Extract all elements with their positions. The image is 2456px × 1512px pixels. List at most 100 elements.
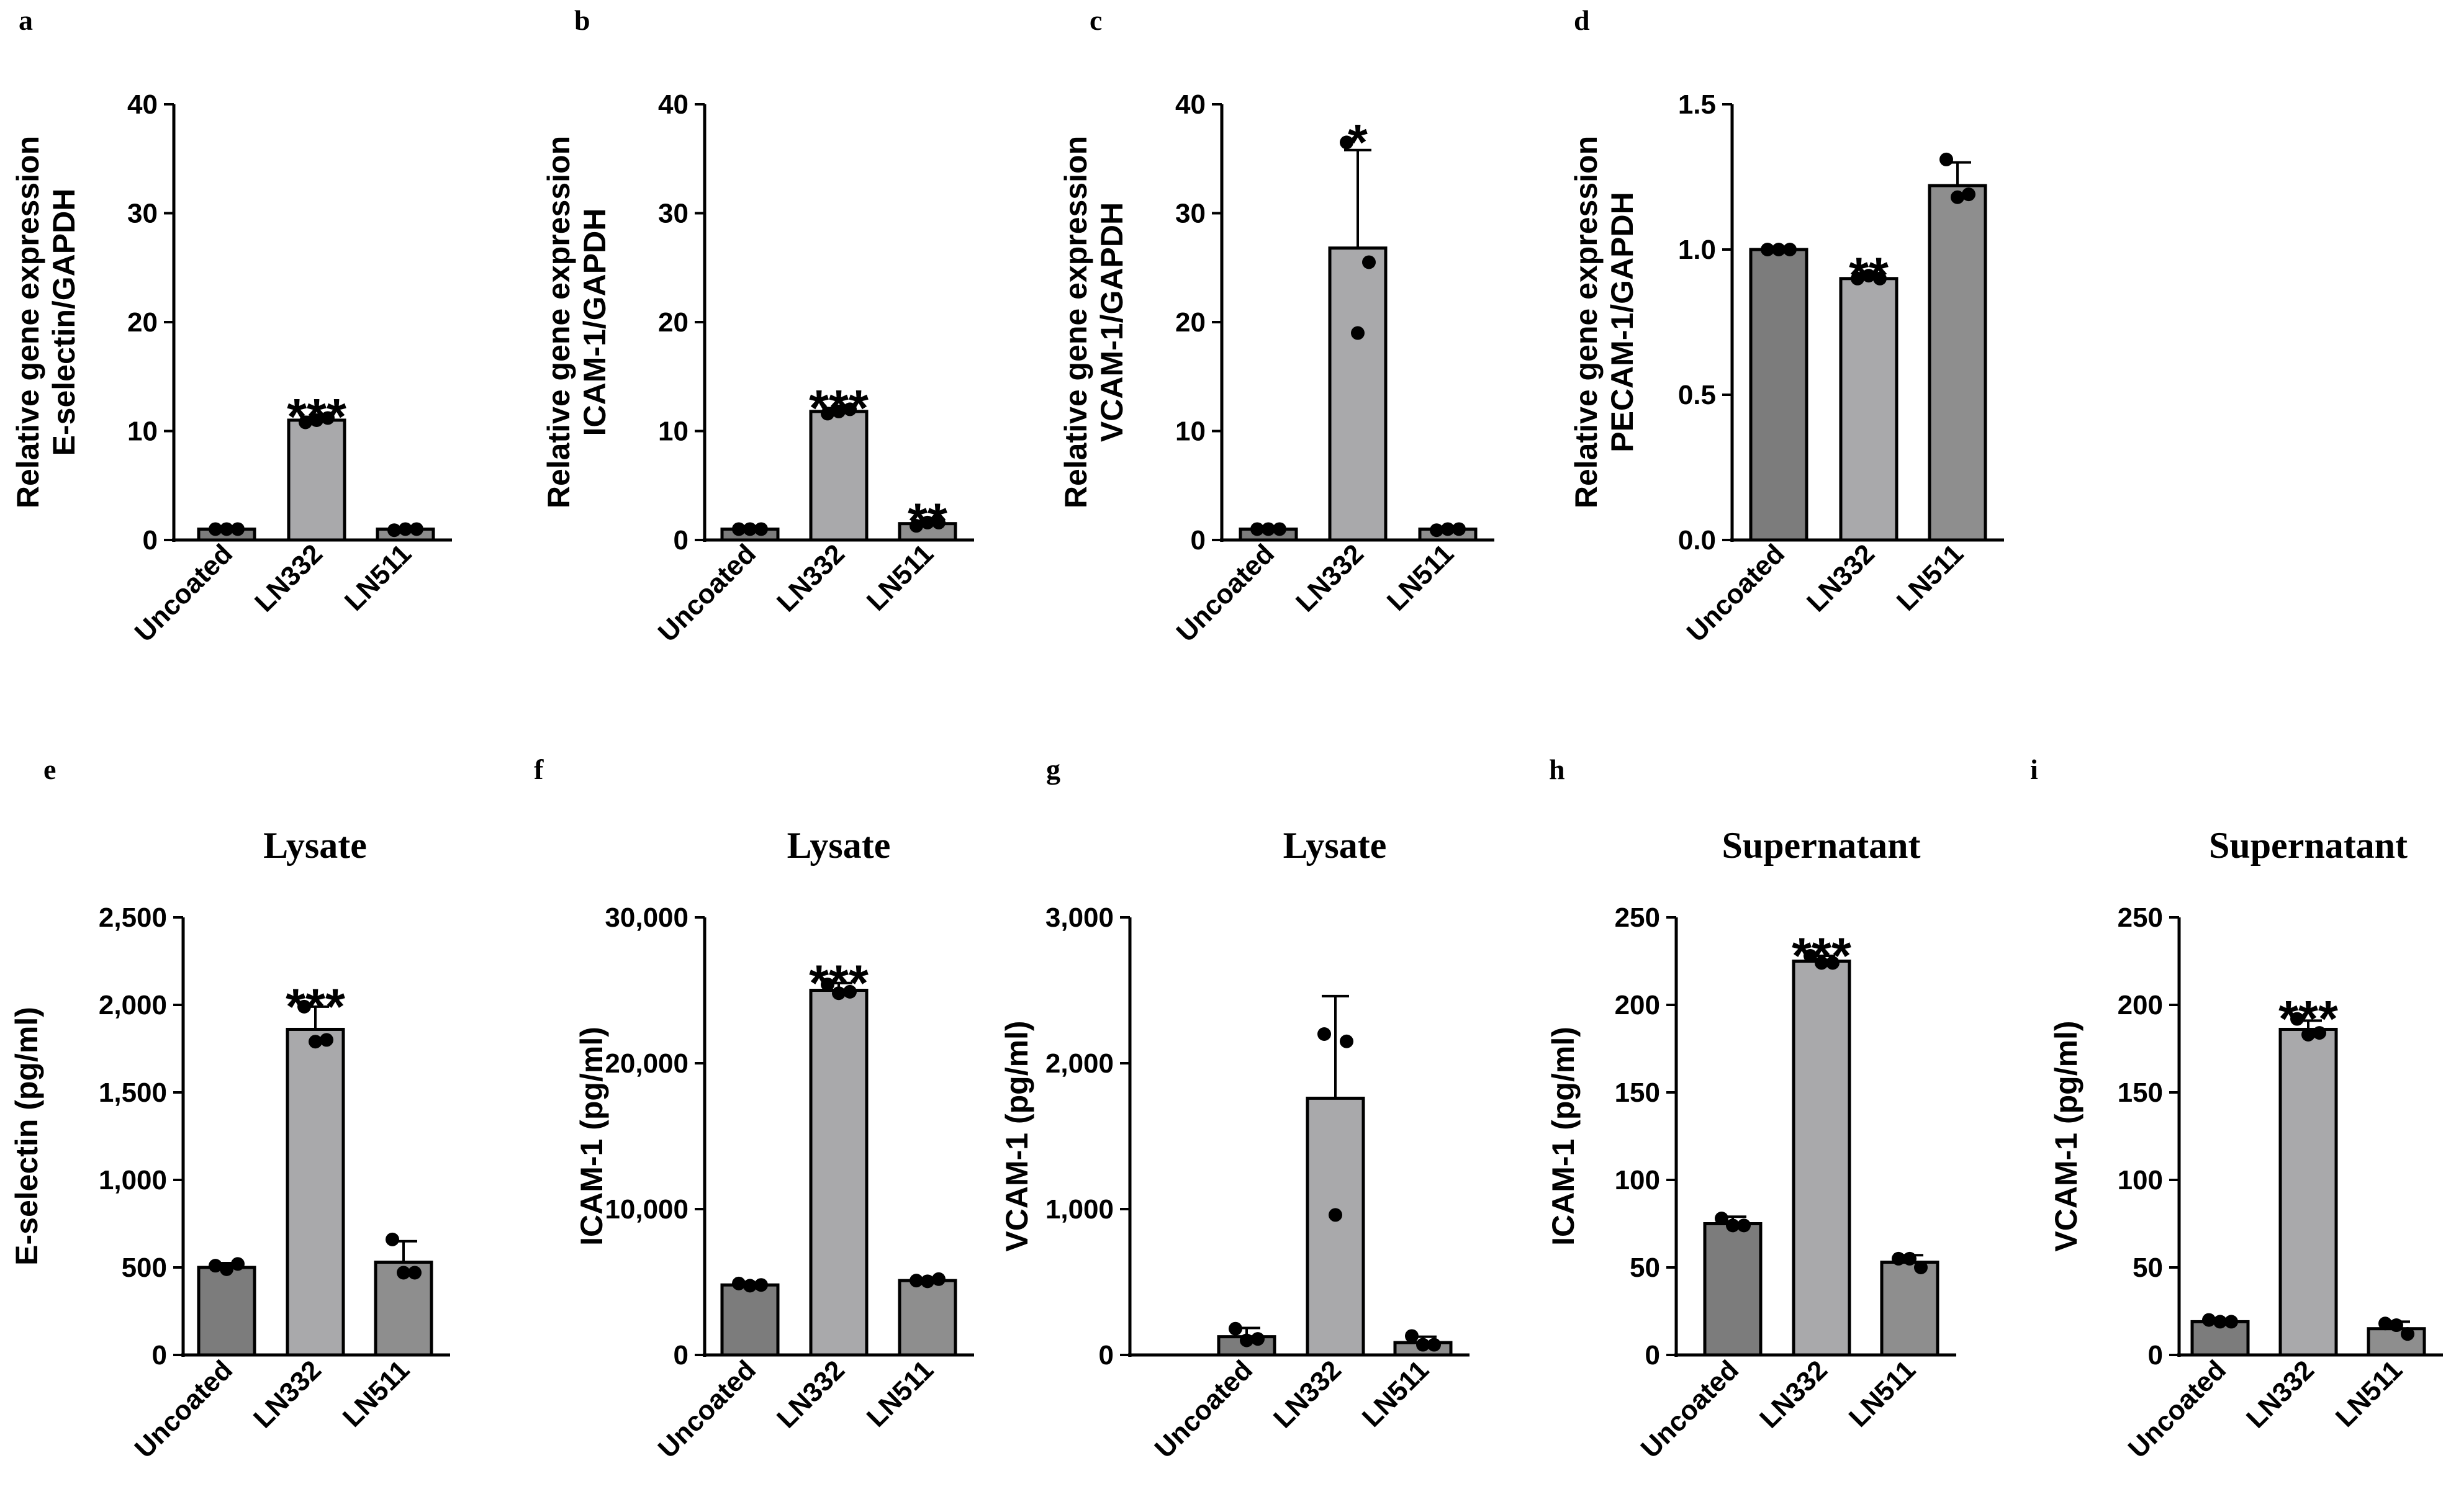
y-tick-label: 30 [658,199,688,229]
y-axis-label: Relative gene expression [1059,136,1093,508]
category-label: LN332 [1754,1354,1833,1434]
y-tick-label: 1.0 [1678,235,1716,265]
data-point [1903,1251,1916,1266]
chart-panel-i: i Supernatant 0 50 100 150 200 250 VCAM-1 (pg/ml… [2030,754,2443,1464]
panel-letter: g [1046,754,1060,785]
data-point [910,519,923,533]
data-point [732,522,746,536]
data-point [2202,1313,2216,1327]
category-label: LN511 [861,1354,939,1433]
category-label: LN511 [2330,1354,2408,1433]
data-point [1962,187,1975,202]
category-label: LN511 [337,1354,415,1433]
data-point [1862,269,1876,283]
significance-marker: *** [2278,991,2338,1048]
data-point [297,999,311,1014]
category-label: LN332 [771,1354,851,1434]
data-point [399,522,412,536]
chart-panel-a: a 0 10 20 30 40 Relative gene expression E-sele… [11,4,452,648]
y-tick-label: 150 [1615,1078,1660,1108]
y-axis-label: Relative gene expression [541,136,576,508]
data-point [1939,152,1953,166]
panel-letter: i [2030,754,2038,785]
data-point [754,1278,768,1292]
y-axis-label: Relative gene expression [11,136,45,508]
y-tick-label: 250 [1615,902,1660,933]
data-point [309,1035,322,1049]
y-tick-label: 20 [1175,307,1206,338]
panel-letter: f [534,754,544,785]
y-tick-label: 40 [658,89,688,120]
data-point [231,522,245,536]
bar-ln332 [287,418,346,542]
data-point [231,1257,245,1271]
bar-ln332 [809,410,869,542]
y-axis-label: E-selectin (pg/ml) [9,1007,44,1266]
data-point [387,523,401,538]
data-point [1416,1338,1430,1352]
y-tick-label: 10 [1175,416,1206,447]
chart-panel-d: d 0.0 0.5 1.0 1.5 Relative gene expression PEC… [1569,4,2004,648]
y-axis-label: VCAM-1 (pg/ml) [2049,1020,2084,1251]
y-tick-label: 10 [658,416,688,447]
category-label: Uncoated [129,1354,238,1464]
category-label: Uncoated [2123,1354,2232,1464]
data-point [743,1279,757,1293]
category-label: LN511 [339,538,417,616]
y-tick-label: 1.5 [1678,89,1716,120]
y-tick-label: 200 [1615,990,1660,1020]
data-point [1815,956,1828,970]
data-point [1804,949,1817,963]
bar-ln332 [286,1027,345,1357]
data-point [1726,1218,1740,1233]
significance-marker: *** [809,380,869,437]
y-tick-label: 50 [2133,1253,2163,1283]
data-point [1452,522,1466,536]
y-axis-label: ICAM-1 (pg/ml) [574,1027,609,1246]
significance-marker: *** [1792,928,1851,984]
data-point [932,1272,946,1286]
data-point [932,515,946,529]
y-tick-label: 0 [152,1340,167,1370]
y-tick-label: 0 [1191,525,1206,556]
data-point [1826,956,1840,970]
y-tick-label: 250 [2118,902,2163,933]
category-label: LN511 [1381,538,1460,616]
data-point [1430,523,1443,538]
y-tick-label: 2,500 [99,902,167,933]
data-point [2301,1027,2315,1042]
data-point [1772,243,1786,256]
y-tick-label: 0.0 [1678,525,1716,556]
data-point [921,1274,934,1289]
category-label: Uncoated [652,538,762,647]
bar-ln511 [2367,1327,2426,1357]
y-tick-label: 2,000 [99,990,167,1020]
y-axis-label: PECAM-1/GAPDH [1605,192,1640,452]
y-tick-label: 10,000 [605,1194,688,1225]
data-point [397,1266,410,1280]
data-point [832,986,846,1001]
data-point [209,522,222,536]
data-point [321,411,335,425]
data-point [1427,1338,1441,1352]
bar-ln511 [1880,1261,1939,1357]
data-point [408,1266,422,1280]
y-tick-label: 30,000 [605,902,688,933]
data-point [1229,1321,1242,1336]
category-label: LN511 [861,538,939,616]
y-tick-label: 100 [1615,1165,1660,1195]
panel-letter: d [1574,4,1590,36]
data-point [320,1033,333,1047]
chart-panel-e: e Lysate 0 500 1,000 1,500 2,000 2,500 E-selecti… [9,754,450,1464]
y-tick-label: 40 [1175,89,1206,120]
category-label: Uncoated [1149,1354,1258,1464]
bar-uncoated [1749,248,1808,542]
significance-marker: * [1348,114,1368,171]
panel-letter: c [1090,4,1102,36]
chart-title: Lysate [263,825,367,866]
data-point [921,515,934,529]
data-point [754,522,768,536]
category-label: LN332 [1801,538,1880,618]
data-point [1851,271,1864,286]
